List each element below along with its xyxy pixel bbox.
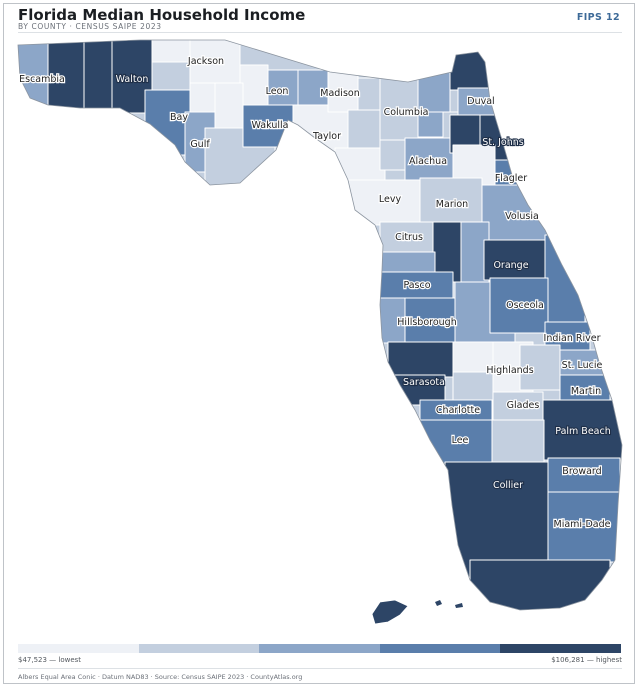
county-desoto [452,371,494,401]
label-charlotte: Charlotte [436,405,480,416]
legend-swatch-4 [379,644,501,653]
legend-swatch-3 [259,644,380,653]
map-subtitle: BY COUNTY · CENSUS SAIPE 2023 [18,22,162,31]
county-leon [267,69,299,109]
keys-islet-1 [435,600,442,606]
header-divider [18,32,622,33]
label-wakulla: Wakulla [252,120,289,131]
legend-swatch-5 [500,644,621,653]
label-volusia: Volusia [505,211,539,222]
county-hillsborough [404,297,456,344]
label-alachua: Alachua [409,156,447,167]
county-monroe [469,559,611,610]
county-gadsden [239,64,269,106]
county-manatee [387,341,454,378]
label-st-johns: St. Johns [482,137,523,148]
county-suwannee [347,109,381,149]
color-legend [18,644,621,653]
label-duval: Duval [467,96,494,107]
county-okaloosa [83,40,113,114]
label-columbia: Columbia [384,107,429,118]
county-hendry [491,419,545,466]
label-gulf: Gulf [190,139,210,150]
label-osceola: Osceola [506,300,544,311]
label-walton: Walton [116,74,149,85]
label-collier: Collier [493,480,523,491]
label-escambia: Escambia [19,74,65,85]
label-miami-dade: Miami-Dade [554,519,611,530]
label-jackson: Jackson [187,56,224,67]
label-levy: Levy [379,194,402,205]
label-leon: Leon [266,86,289,97]
legend-swatch-1 [18,644,139,653]
label-lee: Lee [452,435,469,446]
county-nassau [449,44,491,91]
label-st-lucie: St. Lucie [562,360,603,371]
label-highlands: Highlands [486,365,533,376]
county-miami-dade [547,491,621,563]
label-glades: Glades [507,400,540,411]
label-citrus: Citrus [395,232,423,243]
legend-min-label: $47,523 — lowest [18,656,82,664]
label-indian-river: Indian River [544,333,601,344]
state-outline [17,39,623,611]
county-orange [483,239,550,281]
county-jefferson [297,69,329,106]
county-liberty [214,82,244,129]
legend-swatch-2 [138,644,260,653]
county-washington [151,61,191,91]
legend-max-label: $106,281 — highest [551,656,622,664]
county-alachua [404,137,454,181]
county-palm-beach [542,399,622,461]
county-broward [547,457,621,494]
county-labels: Escambia Walton Jackson Bay Gulf Leon Wa… [18,55,612,531]
county-baker [417,71,451,113]
keys-island [371,599,409,625]
label-marion: Marion [436,199,468,210]
keys-islet-2 [455,603,463,608]
label-broward: Broward [562,466,601,477]
label-orange: Orange [493,260,528,271]
label-palm-beach: Palm Beach [555,426,610,437]
label-hillsborough: Hillsborough [397,317,456,328]
footer-credits: Albers Equal Area Conic · Datum NAD83 · … [18,673,303,681]
label-sarasota: Sarasota [403,377,445,388]
florida-county-map: Escambia Walton Jackson Bay Gulf Leon Wa… [17,39,623,625]
label-pasco: Pasco [403,280,430,291]
county-hernando [379,251,436,275]
county-osceola [489,277,549,334]
label-taylor: Taylor [312,131,341,142]
label-bay: Bay [170,112,188,123]
county-brevard [544,234,586,326]
fips-badge: FIPS 12 [576,12,620,23]
label-madison: Madison [320,88,359,99]
county-marion [419,177,483,224]
map-title: Florida Median Household Income [18,6,306,24]
county-jackson [189,40,241,84]
label-martin: Martin [571,386,601,397]
label-flagler: Flagler [495,173,527,184]
county-union [417,111,444,138]
footer-divider [18,668,622,669]
county-gilchrist [379,139,409,171]
